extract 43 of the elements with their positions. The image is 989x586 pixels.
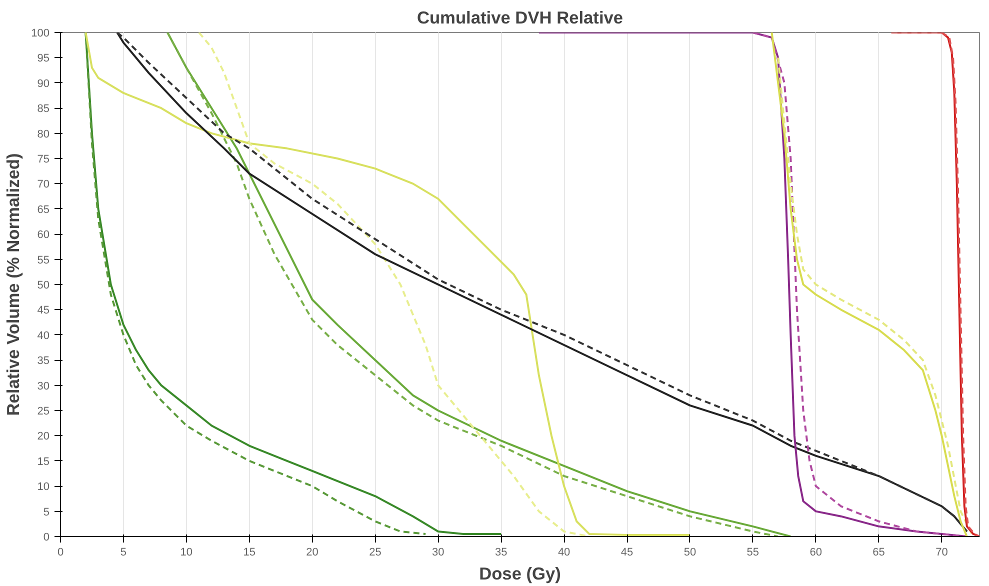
x-tick-label: 45 bbox=[620, 546, 634, 558]
x-tick-label: 50 bbox=[684, 546, 696, 558]
y-tick-label: 0 bbox=[43, 532, 50, 544]
y-tick-label: 65 bbox=[37, 204, 50, 216]
chart-title: Cumulative DVH Relative bbox=[416, 8, 624, 28]
x-tick-label: 65 bbox=[872, 546, 885, 558]
y-axis-title: Relative Volume (% Normalized) bbox=[3, 153, 24, 416]
y-tick-label: 75 bbox=[37, 154, 50, 166]
y-tick-label: 50 bbox=[37, 280, 50, 292]
x-tick-label: 40 bbox=[558, 546, 570, 558]
x-tick-label: 20 bbox=[306, 546, 318, 558]
x-tick-label: 5 bbox=[120, 546, 127, 558]
y-tick-label: 80 bbox=[37, 128, 50, 140]
y-tick-label: 100 bbox=[31, 28, 50, 40]
y-tick-label: 15 bbox=[37, 456, 50, 468]
y-tick-label: 90 bbox=[37, 78, 50, 90]
x-tick-label: 15 bbox=[243, 546, 256, 558]
y-tick-label: 70 bbox=[37, 178, 50, 191]
y-tick-label: 85 bbox=[37, 103, 50, 116]
x-tick-label: 10 bbox=[180, 546, 193, 558]
y-tick-label: 95 bbox=[37, 52, 50, 65]
x-tick-label: 0 bbox=[57, 546, 64, 558]
line-series bbox=[890, 32, 980, 536]
line-series bbox=[116, 32, 968, 532]
x-tick-label: 55 bbox=[746, 546, 760, 558]
y-tick-label: 35 bbox=[37, 355, 50, 368]
y-tick-label: 60 bbox=[37, 229, 50, 242]
y-tick-label: 10 bbox=[37, 481, 50, 494]
y-tick-label: 40 bbox=[37, 330, 50, 342]
x-tick-label: 30 bbox=[432, 546, 444, 558]
x-axis-title: Dose (Gy) bbox=[479, 564, 561, 584]
y-tick-label: 30 bbox=[37, 380, 50, 392]
x-tick-label: 35 bbox=[495, 546, 508, 558]
x-tick-label: 60 bbox=[810, 546, 822, 558]
line-series bbox=[84, 32, 427, 535]
x-tick-label: 25 bbox=[369, 546, 382, 558]
y-tick-label: 25 bbox=[37, 406, 50, 418]
line-series bbox=[84, 32, 691, 536]
y-tick-label: 45 bbox=[37, 304, 50, 317]
y-tick-label: 55 bbox=[37, 254, 50, 266]
x-tick-label: 70 bbox=[936, 546, 948, 558]
y-tick-label: 5 bbox=[43, 506, 50, 518]
y-tick-label: 20 bbox=[37, 430, 50, 443]
